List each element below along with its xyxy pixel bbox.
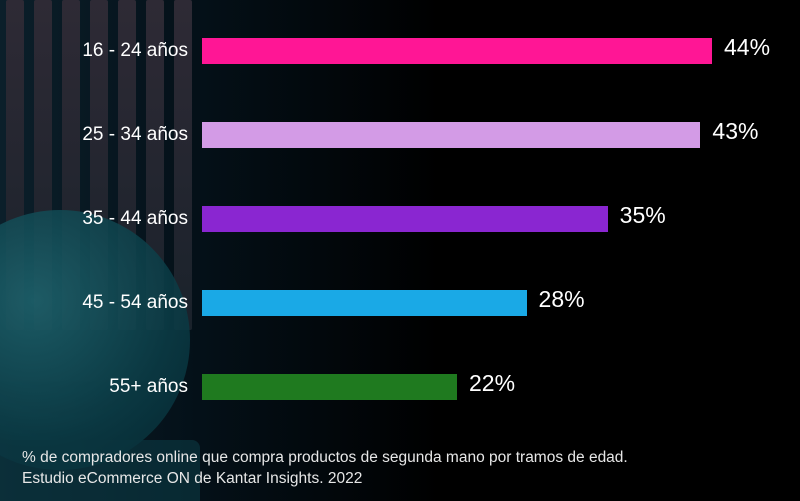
chart-row: 25 - 34 años43% — [58, 118, 776, 152]
value-label: 35% — [620, 202, 666, 229]
category-label: 35 - 44 años — [58, 208, 202, 230]
chart-stage: 16 - 24 años44%25 - 34 años43%35 - 44 añ… — [0, 0, 800, 501]
category-label: 45 - 54 años — [58, 292, 202, 314]
value-label: 28% — [539, 286, 585, 313]
value-label: 44% — [724, 34, 770, 61]
chart-row: 35 - 44 años35% — [58, 202, 776, 236]
caption-line-2: Estudio eCommerce ON de Kantar Insights.… — [22, 469, 628, 489]
bar — [202, 374, 457, 400]
bar — [202, 290, 527, 316]
bar — [202, 122, 700, 148]
bar-wrap: 28% — [202, 290, 776, 316]
category-label: 55+ años — [58, 376, 202, 398]
chart-row: 16 - 24 años44% — [58, 34, 776, 68]
chart-row: 55+ años22% — [58, 370, 776, 404]
category-label: 16 - 24 años — [58, 40, 202, 62]
chart-caption: % de compradores online que compra produ… — [22, 448, 628, 489]
bar — [202, 38, 712, 64]
bar-wrap: 35% — [202, 206, 776, 232]
bar-wrap: 43% — [202, 122, 776, 148]
bar — [202, 206, 608, 232]
value-label: 43% — [712, 118, 758, 145]
bar-wrap: 22% — [202, 374, 776, 400]
bar-wrap: 44% — [202, 38, 776, 64]
caption-line-1: % de compradores online que compra produ… — [22, 448, 628, 468]
chart-row: 45 - 54 años28% — [58, 286, 776, 320]
age-bar-chart: 16 - 24 años44%25 - 34 años43%35 - 44 añ… — [58, 34, 776, 404]
category-label: 25 - 34 años — [58, 124, 202, 146]
value-label: 22% — [469, 370, 515, 397]
